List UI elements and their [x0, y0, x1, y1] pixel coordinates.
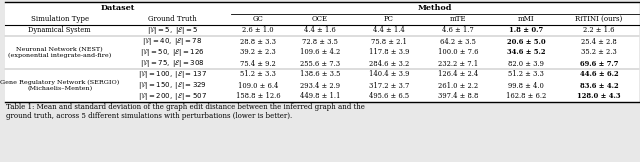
Text: 4.4 ± 1.6: 4.4 ± 1.6 — [304, 27, 335, 35]
Text: 82.0 ± 3.9: 82.0 ± 3.9 — [508, 59, 544, 68]
Text: 25.4 ± 2.8: 25.4 ± 2.8 — [581, 37, 617, 46]
Text: 126.4 ± 2.4: 126.4 ± 2.4 — [438, 70, 478, 79]
Text: 51.2 ± 3.3: 51.2 ± 3.3 — [508, 70, 544, 79]
Text: 158.8 ± 12.6: 158.8 ± 12.6 — [236, 93, 280, 100]
Text: PC: PC — [384, 15, 394, 23]
Text: ground truth, across 5 different simulations with perturbations (lower is better: ground truth, across 5 different simulat… — [6, 112, 292, 120]
Text: (exponential integrate-and-fire): (exponential integrate-and-fire) — [8, 53, 111, 58]
Text: 83.6 ± 4.2: 83.6 ± 4.2 — [580, 81, 618, 89]
Text: $|\mathcal{V}| = 150,\ |\mathcal{E}| = 329$: $|\mathcal{V}| = 150,\ |\mathcal{E}| = 3… — [138, 80, 207, 91]
Text: 28.8 ± 3.3: 28.8 ± 3.3 — [240, 37, 276, 46]
Text: 317.2 ± 3.7: 317.2 ± 3.7 — [369, 81, 409, 89]
Text: 44.6 ± 6.2: 44.6 ± 6.2 — [580, 70, 618, 79]
Text: Simulation Type: Simulation Type — [31, 15, 89, 23]
Text: $|\mathcal{V}| = 75,\ |\mathcal{E}| = 308$: $|\mathcal{V}| = 75,\ |\mathcal{E}| = 30… — [140, 58, 205, 69]
Text: 1.8 ± 0.7: 1.8 ± 0.7 — [509, 27, 543, 35]
Text: $|\mathcal{V}| = 40,\ |\mathcal{E}| = 78$: $|\mathcal{V}| = 40,\ |\mathcal{E}| = 78… — [142, 36, 202, 47]
Text: 138.6 ± 3.5: 138.6 ± 3.5 — [300, 70, 340, 79]
Text: 109.0 ± 6.4: 109.0 ± 6.4 — [237, 81, 278, 89]
Text: Table 1: Mean and standard deviation of the graph edit distance between the infe: Table 1: Mean and standard deviation of … — [6, 103, 365, 111]
Text: Ground Truth: Ground Truth — [148, 15, 196, 23]
Text: 20.6 ± 5.0: 20.6 ± 5.0 — [507, 37, 545, 46]
Text: GC: GC — [252, 15, 263, 23]
Text: 284.6 ± 3.2: 284.6 ± 3.2 — [369, 59, 409, 68]
Text: $|\mathcal{V}| = 50,\ |\mathcal{E}| = 126$: $|\mathcal{V}| = 50,\ |\mathcal{E}| = 12… — [140, 47, 205, 58]
Text: 4.6 ± 1.7: 4.6 ± 1.7 — [442, 27, 474, 35]
Text: 255.6 ± 7.3: 255.6 ± 7.3 — [300, 59, 340, 68]
Text: 128.0 ± 4.3: 128.0 ± 4.3 — [577, 93, 621, 100]
Text: 99.8 ± 4.0: 99.8 ± 4.0 — [508, 81, 544, 89]
Text: Dataset: Dataset — [100, 4, 135, 12]
Text: 261.0 ± 2.2: 261.0 ± 2.2 — [438, 81, 478, 89]
Text: 64.2 ± 3.5: 64.2 ± 3.5 — [440, 37, 476, 46]
Text: 39.2 ± 2.3: 39.2 ± 2.3 — [240, 48, 276, 57]
Text: 2.2 ± 1.6: 2.2 ± 1.6 — [583, 27, 614, 35]
Text: 100.0 ± 7.6: 100.0 ± 7.6 — [438, 48, 479, 57]
Text: 51.2 ± 3.3: 51.2 ± 3.3 — [240, 70, 276, 79]
Text: 232.2 ± 7.1: 232.2 ± 7.1 — [438, 59, 478, 68]
Text: $|\mathcal{V}| = 100,\ |\mathcal{E}| = 137$: $|\mathcal{V}| = 100,\ |\mathcal{E}| = 1… — [138, 69, 207, 80]
Text: mTE: mTE — [450, 15, 467, 23]
Text: 397.4 ± 8.8: 397.4 ± 8.8 — [438, 93, 479, 100]
Text: $|\mathcal{V}| = 200,\ |\mathcal{E}| = 507$: $|\mathcal{V}| = 200,\ |\mathcal{E}| = 5… — [138, 91, 207, 102]
Text: 2.6 ± 1.0: 2.6 ± 1.0 — [242, 27, 274, 35]
Text: RiTINI (ours): RiTINI (ours) — [575, 15, 623, 23]
Text: 162.8 ± 6.2: 162.8 ± 6.2 — [506, 93, 546, 100]
Text: 75.4 ± 9.2: 75.4 ± 9.2 — [240, 59, 276, 68]
Text: $|\mathcal{V}| = 5,\ |\mathcal{E}| = 5$: $|\mathcal{V}| = 5,\ |\mathcal{E}| = 5$ — [147, 25, 198, 36]
Text: 495.6 ± 6.5: 495.6 ± 6.5 — [369, 93, 409, 100]
Text: 449.8 ± 1.1: 449.8 ± 1.1 — [300, 93, 340, 100]
Text: OCE: OCE — [312, 15, 328, 23]
Text: Neuronal Network (NEST): Neuronal Network (NEST) — [17, 47, 103, 52]
Text: mMI: mMI — [518, 15, 534, 23]
Text: 4.4 ± 1.4: 4.4 ± 1.4 — [373, 27, 405, 35]
Text: 117.8 ± 3.9: 117.8 ± 3.9 — [369, 48, 409, 57]
Text: Dynamical System: Dynamical System — [28, 27, 91, 35]
Text: 72.8 ± 3.5: 72.8 ± 3.5 — [302, 37, 338, 46]
Text: 109.6 ± 4.2: 109.6 ± 4.2 — [300, 48, 340, 57]
Text: Method: Method — [417, 4, 452, 12]
Text: Gene Regulatory Network (SERGIO): Gene Regulatory Network (SERGIO) — [0, 80, 119, 85]
Text: 34.6 ± 5.2: 34.6 ± 5.2 — [507, 48, 545, 57]
Bar — [5, 2, 639, 102]
Text: 293.4 ± 2.9: 293.4 ± 2.9 — [300, 81, 340, 89]
Text: (Michaelis–Menten): (Michaelis–Menten) — [27, 86, 92, 91]
Text: 140.4 ± 3.9: 140.4 ± 3.9 — [369, 70, 409, 79]
Text: 35.2 ± 2.3: 35.2 ± 2.3 — [581, 48, 617, 57]
Text: 75.8 ± 2.1: 75.8 ± 2.1 — [371, 37, 407, 46]
Text: 69.6 ± 7.7: 69.6 ± 7.7 — [580, 59, 618, 68]
